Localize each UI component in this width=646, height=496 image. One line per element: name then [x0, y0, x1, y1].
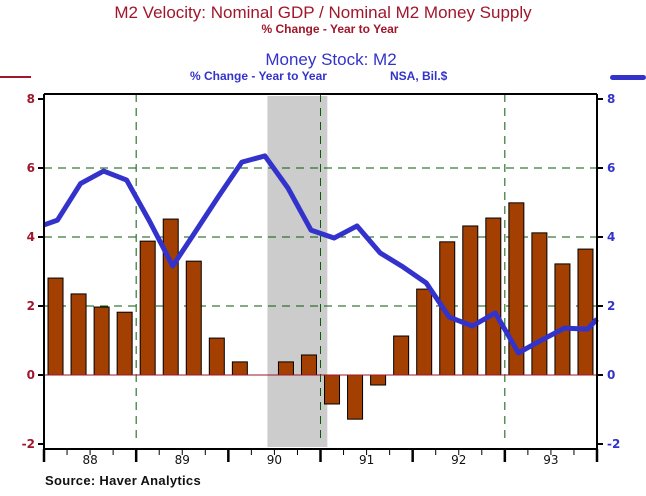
x-year-label: 93: [543, 453, 558, 467]
bar-velocity: [324, 374, 341, 405]
right-tick-label: -2: [607, 437, 620, 451]
x-year-label: 92: [451, 453, 466, 467]
right-tick-label: 2: [607, 299, 615, 313]
right-tick-label: 8: [607, 92, 615, 106]
line-m2-growth: [43, 153, 599, 356]
left-tick-label: 2: [27, 299, 35, 313]
secondary-units-note: NSA, Bil.$: [390, 69, 448, 83]
source-note: Source: Haver Analytics: [45, 473, 201, 488]
bar-velocity: [462, 225, 479, 376]
right-tick-label: 4: [607, 230, 615, 244]
recession-band: [267, 96, 328, 447]
bar-velocity: [116, 311, 133, 376]
bar-velocity: [47, 277, 64, 376]
bar-velocity: [231, 361, 248, 376]
bar-velocity: [393, 335, 410, 376]
x-year-label: 91: [359, 453, 374, 467]
right-tick-label: 6: [607, 161, 615, 175]
bar-velocity: [577, 248, 594, 376]
x-year-label: 89: [175, 453, 190, 467]
chart-subtitle: % Change - Year to Year: [261, 22, 399, 36]
bar-velocity: [162, 218, 179, 376]
bar-velocity: [531, 232, 548, 376]
bar-velocity: [208, 337, 225, 376]
right-tick-label: 0: [607, 368, 615, 382]
chart-title: M2 Velocity: Nominal GDP / Nominal M2 Mo…: [114, 3, 532, 22]
bar-velocity: [185, 260, 202, 376]
x-year-label: 90: [267, 453, 282, 467]
bar-velocity: [139, 240, 156, 376]
bar-velocity: [554, 263, 571, 376]
left-tick-label: -2: [22, 437, 35, 451]
bar-velocity: [370, 374, 387, 386]
bar-velocity: [93, 306, 110, 376]
x-year-label: 88: [82, 453, 97, 467]
secondary-subtitle: % Change - Year to Year: [190, 69, 327, 83]
legend-swatch-m2: [610, 75, 646, 80]
bar-velocity: [416, 288, 433, 376]
left-tick-label: 4: [27, 230, 35, 244]
legend-swatch-velocity: [0, 76, 31, 78]
bar-velocity: [485, 217, 502, 376]
secondary-title: Money Stock: M2: [265, 50, 397, 69]
bar-velocity: [347, 374, 364, 420]
left-tick-label: 0: [27, 368, 35, 382]
left-tick-label: 8: [27, 92, 35, 106]
left-tick-label: 6: [27, 161, 35, 175]
bar-velocity: [277, 361, 294, 376]
bar-velocity: [70, 293, 87, 376]
bar-velocity: [300, 354, 317, 376]
